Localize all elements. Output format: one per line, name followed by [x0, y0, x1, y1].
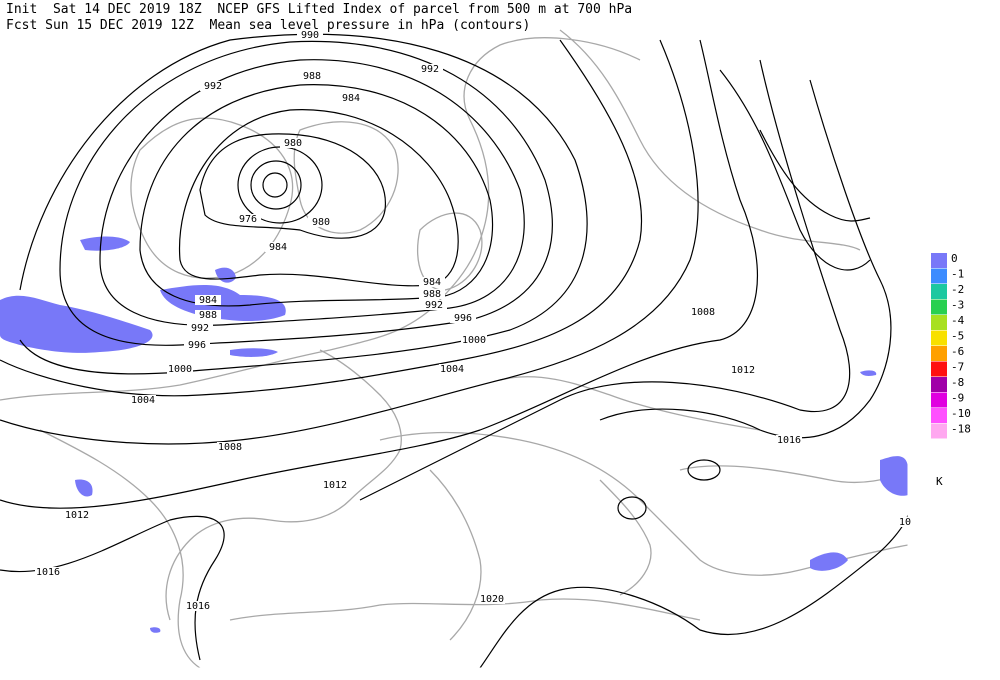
header-line: Init Sat 14 DEC 2019 18Z NCEP GFS Lifted…: [6, 2, 632, 17]
legend-swatch: [931, 330, 947, 346]
contour-label: 988: [423, 289, 441, 300]
contour-label: 996: [188, 340, 206, 351]
contour-label-bg: [461, 335, 487, 345]
legend-swatch: [931, 408, 947, 423]
contour-label-bg: [217, 442, 243, 452]
contour-label-bg: [730, 365, 756, 375]
contour-label-bg: [776, 435, 802, 445]
contour-label: 1000: [462, 335, 486, 346]
legend-label: -1: [951, 268, 964, 281]
contour-label: 1004: [440, 364, 464, 375]
contour-label: 992: [421, 64, 439, 75]
contour-label-bg: [184, 340, 210, 350]
legend-swatch: [931, 346, 947, 361]
contour-label-bg: [200, 81, 226, 91]
legend-swatch: [931, 392, 947, 408]
contour-label: 980: [312, 217, 330, 228]
contour-label: 988: [199, 310, 217, 321]
contour-label-bg: [195, 310, 221, 320]
contour-label: 1016: [777, 435, 801, 446]
contour-label: 1020: [480, 594, 504, 605]
legend-label: -3: [951, 299, 964, 312]
contour-label-bg: [419, 277, 445, 287]
legend-swatch: [931, 299, 947, 315]
legend-swatch: [931, 284, 947, 299]
contour-label-bg: [892, 517, 918, 527]
legend-label: -4: [951, 314, 965, 327]
contour-label: 992: [191, 323, 209, 334]
contour-label: 10: [899, 517, 911, 528]
contour-label: 1016: [186, 601, 210, 612]
coastlines: [0, 29, 909, 669]
map-frame: [0, 0, 908, 668]
contour-label: 1016: [36, 567, 60, 578]
lifted-index-patches: [0, 236, 908, 633]
contour-label-bg: [195, 295, 221, 305]
contour-label-bg: [280, 138, 306, 148]
contour-label: 1012: [323, 480, 347, 491]
contour-label: 976: [239, 214, 257, 225]
contour-label-bg: [185, 601, 211, 611]
contour-label: 984: [199, 295, 217, 306]
contour-label-bg: [419, 289, 445, 299]
legend-label: -10: [951, 407, 971, 420]
contour-label-bg: [421, 300, 447, 310]
contour-label: 992: [425, 300, 443, 311]
contour-label-bg: [299, 71, 325, 81]
contour-label: 980: [284, 138, 302, 149]
contour-label: 984: [342, 93, 360, 104]
contour-label-bg: [130, 395, 156, 405]
contour-label-bg: [167, 364, 193, 374]
legend-label: -9: [951, 392, 964, 405]
legend-swatch: [931, 253, 947, 268]
contour-label-bg: [450, 313, 476, 323]
legend-label: -6: [951, 345, 964, 358]
contour-label-bg: [690, 307, 716, 317]
contour-label-bg: [308, 217, 334, 227]
contour-label: 1012: [731, 365, 755, 376]
contour-label-bg: [235, 214, 261, 224]
contour-label-bg: [338, 93, 364, 103]
contour-label-bg: [322, 480, 348, 490]
contour-label: 990: [301, 30, 319, 41]
contour-label-bg: [265, 242, 291, 252]
legend-label: 0: [951, 252, 958, 265]
legend-swatch: [931, 377, 947, 392]
header-line: Fcst Sun 15 DEC 2019 12Z Mean sea level …: [6, 18, 530, 33]
legend-swatch: [931, 423, 947, 439]
contour-label: 992: [204, 81, 222, 92]
contour-label: 988: [303, 71, 321, 82]
contour-label-bg: [187, 323, 213, 333]
contour-label: 1008: [218, 442, 242, 453]
contour-label-bg: [64, 510, 90, 520]
contour-label: 1004: [131, 395, 155, 406]
contour-label: 996: [454, 313, 472, 324]
legend-label: -2: [951, 283, 964, 296]
legend-swatch: [931, 361, 947, 377]
legend-unit: K: [936, 475, 943, 488]
contour-label: 1008: [691, 307, 715, 318]
contour-label-bg: [417, 64, 443, 74]
contour-label: 1012: [65, 510, 89, 521]
contour-label-bg: [35, 567, 61, 577]
contour-label: 1000: [168, 364, 192, 375]
legend-swatch: [931, 315, 947, 330]
legend-label: -18: [951, 423, 971, 436]
contour-label: 984: [423, 277, 441, 288]
contour-label-bg: [439, 364, 465, 374]
contour-label-bg: [297, 30, 323, 40]
legend-label: -8: [951, 376, 964, 389]
legend-label: -5: [951, 330, 964, 343]
legend-swatch: [931, 268, 947, 284]
contour-label-bg: [479, 594, 505, 604]
legend-label: -7: [951, 361, 964, 374]
contour-label: 984: [269, 242, 287, 253]
isobars: [0, 33, 909, 669]
